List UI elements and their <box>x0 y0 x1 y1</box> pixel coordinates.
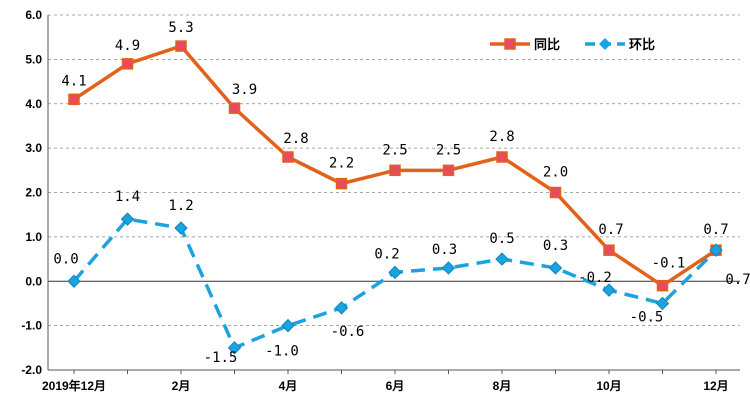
legend-label-2: 环比 <box>629 37 655 52</box>
y-tick-label: 2.0 <box>25 186 42 200</box>
point-marker <box>656 279 669 292</box>
data-label: 4.9 <box>115 38 140 54</box>
series-line-2 <box>72 217 718 350</box>
data-label: 0.3 <box>543 238 568 254</box>
point-marker <box>602 283 616 297</box>
y-tick-label: 3.0 <box>25 141 42 155</box>
x-tick-label: 4月 <box>279 379 298 393</box>
point-marker <box>174 221 188 235</box>
x-tick-label: 12月 <box>703 379 728 393</box>
data-label: 0.2 <box>374 246 399 262</box>
point-marker <box>496 151 508 163</box>
data-label: 2.8 <box>489 129 514 145</box>
data-label: 1.2 <box>168 198 193 214</box>
legend-marker-diamond <box>599 38 611 50</box>
legend-marker-square <box>504 38 516 50</box>
point-marker <box>389 164 401 177</box>
point-marker <box>549 186 562 199</box>
point-marker <box>495 252 509 266</box>
data-label: 5.3 <box>168 20 193 36</box>
legend-label-1: 同比 <box>534 37 560 52</box>
data-label: 0.3 <box>432 242 457 258</box>
point-marker <box>175 40 187 52</box>
x-tick-label: 6月 <box>386 379 405 393</box>
data-label: 0.7 <box>703 222 728 238</box>
data-label: 2.0 <box>543 165 568 181</box>
point-marker <box>335 177 348 190</box>
y-tick-label: 6.0 <box>25 8 42 22</box>
data-label: 0.5 <box>489 231 514 247</box>
point-marker <box>121 58 134 70</box>
point-marker <box>281 318 295 333</box>
data-label: -0.6 <box>331 324 365 340</box>
point-marker <box>441 261 456 275</box>
point-marker <box>67 274 81 288</box>
data-label: 0.7 <box>725 272 750 288</box>
y-tick-label: -1.0 <box>21 319 42 333</box>
point-marker <box>282 151 294 163</box>
point-marker <box>388 265 402 280</box>
data-label: 3.9 <box>232 82 257 98</box>
data-label: -0.5 <box>630 309 664 325</box>
data-label: -1.5 <box>204 350 238 366</box>
series-lines <box>72 44 718 350</box>
x-tick-label: 2019年12月 <box>42 378 106 393</box>
series-markers <box>67 40 723 355</box>
point-marker <box>68 93 80 106</box>
point-marker <box>227 341 242 355</box>
data-labels: 4.1 4.9 5.3 3.9 2.8 2.2 2.5 2.5 2.8 2.0 0.7 -0.1 0.7… <box>53 20 750 366</box>
point-marker <box>334 301 349 315</box>
data-label: 2.8 <box>283 131 308 147</box>
data-label: 1.4 <box>115 189 140 205</box>
data-label: 0.0 <box>53 251 78 267</box>
data-label: 2.5 <box>436 142 461 158</box>
data-label: 0.7 <box>598 222 623 238</box>
y-tick-label: 4.0 <box>25 97 42 111</box>
y-tick-label: -2.0 <box>21 363 42 377</box>
x-tick-label: 8月 <box>493 379 512 393</box>
point-marker <box>120 212 135 226</box>
data-label: -0.2 <box>578 270 612 286</box>
x-tick-label: 2月 <box>172 379 191 393</box>
point-marker <box>655 296 670 311</box>
y-tick-label: 5.0 <box>25 52 42 66</box>
point-marker <box>442 164 455 177</box>
point-marker <box>709 243 723 257</box>
point-marker <box>548 261 563 275</box>
data-label: 2.5 <box>382 142 407 158</box>
point-marker <box>603 244 615 256</box>
point-marker <box>228 102 241 114</box>
data-label: 2.2 <box>329 156 354 172</box>
y-tick-label: 0.0 <box>25 274 42 288</box>
data-label: 4.1 <box>61 73 86 89</box>
data-label: -0.1 <box>652 256 686 272</box>
x-tick-label: 10月 <box>596 379 621 393</box>
data-label: -1.0 <box>265 344 299 360</box>
legend: 同比 环比 <box>490 37 655 52</box>
y-tick-label: 1.0 <box>25 230 42 244</box>
